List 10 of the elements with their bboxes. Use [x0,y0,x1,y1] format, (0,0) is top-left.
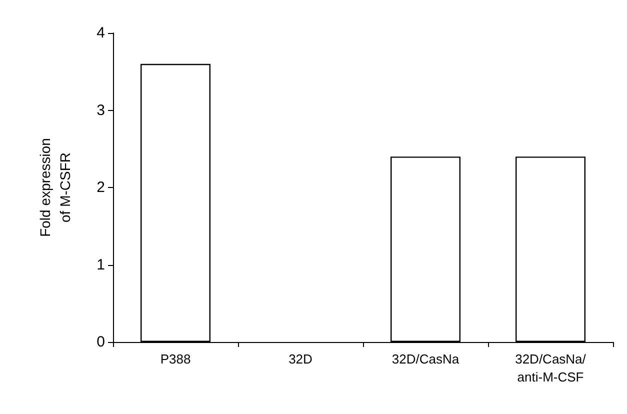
y-tick-label: 0 [96,334,105,350]
x-tick-label: 32D/CasNa [392,352,460,366]
y-tick-label: 3 [96,102,105,119]
x-tick-label: P388 [160,352,191,366]
y-axis-title: Fold expression of M-CSFR [37,138,73,237]
y-tick-label: 4 [96,24,105,42]
x-tick-label: 32D [288,352,312,366]
y-tick-label: 1 [96,256,105,274]
y-tick-label: 2 [96,179,105,196]
x-tick-label: 32D/CasNa/ anti-M-CSF [515,352,586,384]
